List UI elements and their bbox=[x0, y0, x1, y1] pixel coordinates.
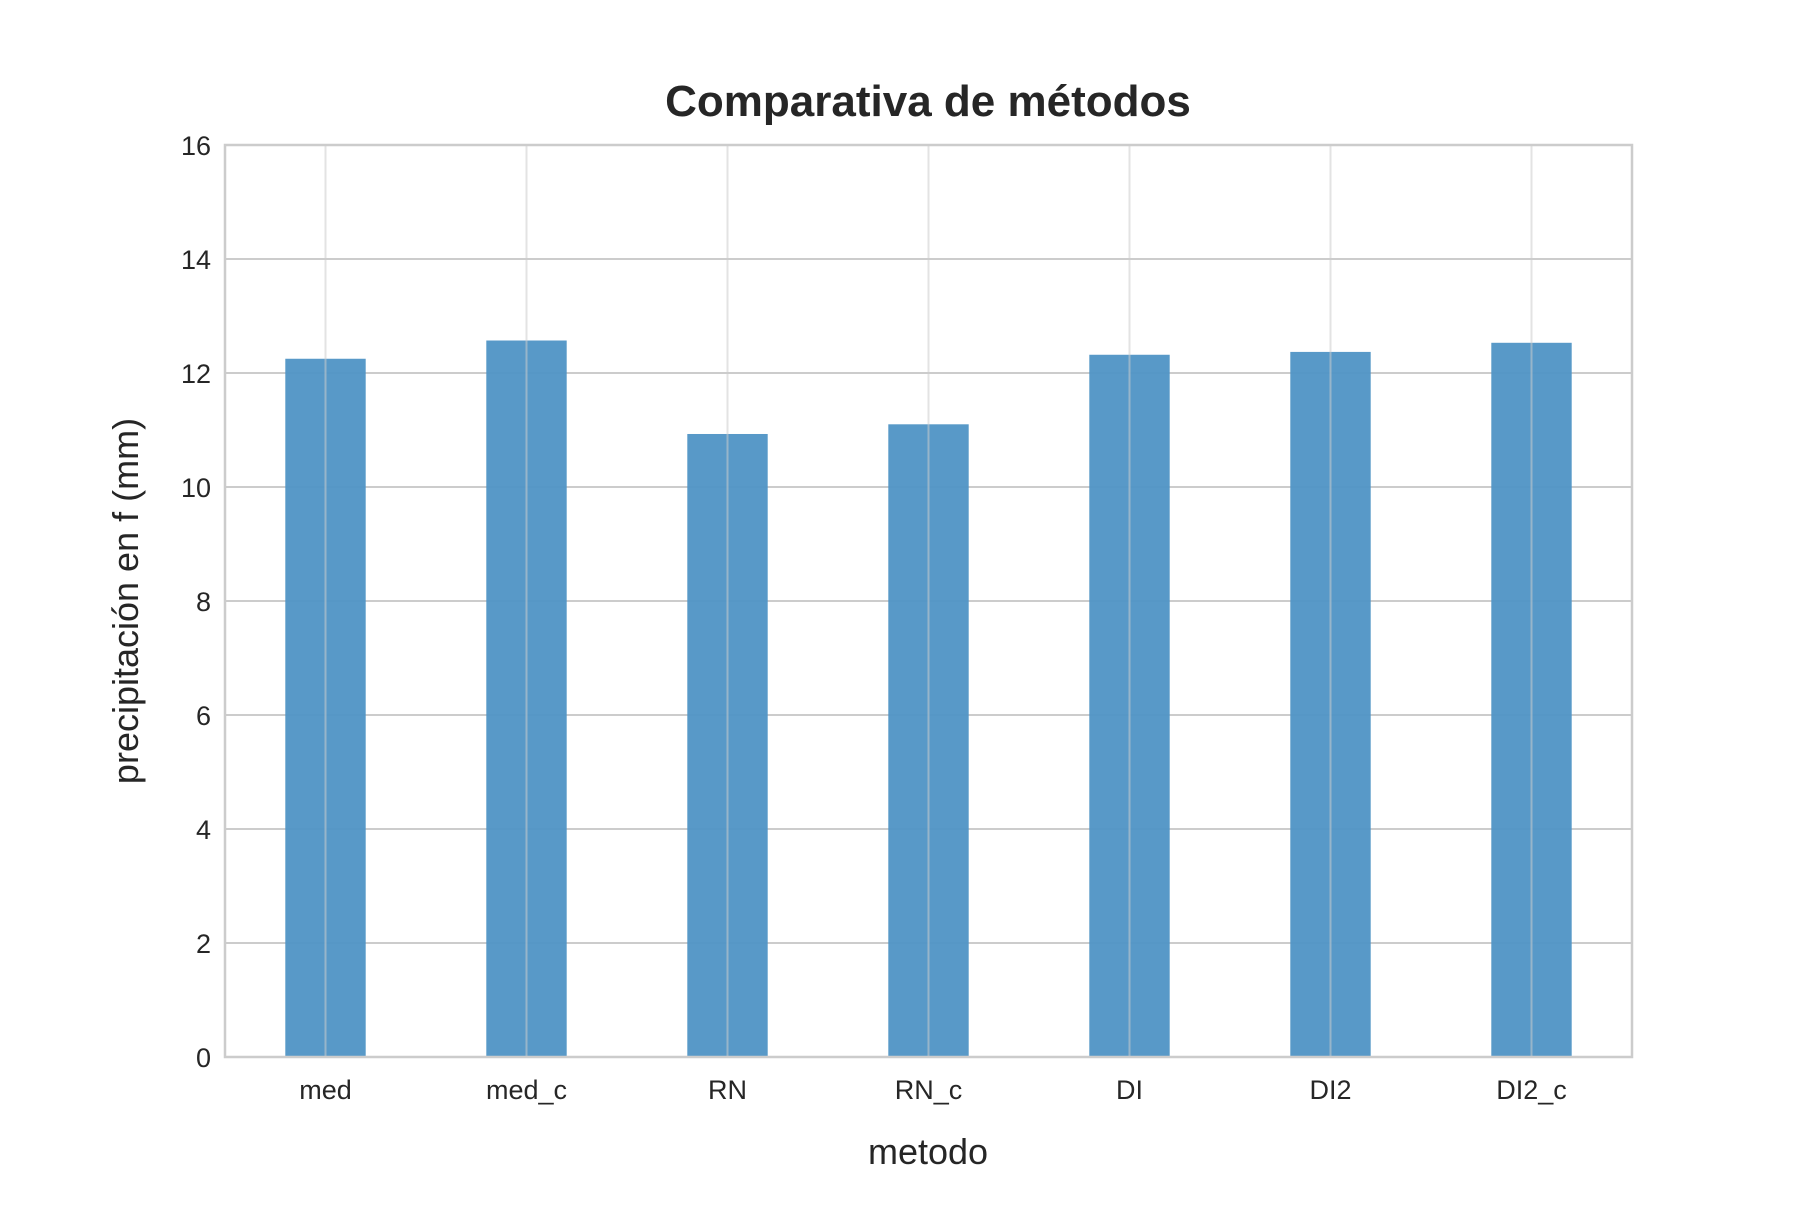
x-tick-label: DI2 bbox=[1309, 1075, 1351, 1105]
y-tick-label: 4 bbox=[196, 815, 211, 845]
x-axis-label: metodo bbox=[868, 1131, 988, 1172]
y-axis-label: precipitación en f (mm) bbox=[105, 418, 146, 784]
vertical-grid-layer bbox=[324, 145, 1533, 1057]
x-tick-label: med_c bbox=[486, 1075, 567, 1105]
x-tick-label: DI2_c bbox=[1496, 1075, 1567, 1105]
x-tick-label: RN_c bbox=[895, 1075, 963, 1105]
plot-frame bbox=[223, 143, 1634, 1059]
y-tick-label: 2 bbox=[196, 929, 211, 959]
y-tick-label: 10 bbox=[181, 473, 211, 503]
x-tick-label: med bbox=[299, 1075, 352, 1105]
x-tick-label: RN bbox=[708, 1075, 747, 1105]
x-tick-labels: med med_c RN RN_c DI DI2 DI2_c bbox=[299, 1075, 1567, 1105]
y-tick-label: 0 bbox=[196, 1043, 211, 1073]
y-tick-label: 16 bbox=[181, 131, 211, 161]
y-tick-label: 14 bbox=[181, 245, 211, 275]
x-tick-label: DI bbox=[1116, 1075, 1143, 1105]
y-tick-label: 8 bbox=[196, 587, 211, 617]
y-tick-label: 6 bbox=[196, 701, 211, 731]
y-tick-label: 12 bbox=[181, 359, 211, 389]
y-tick-labels: 0 2 4 6 8 10 12 14 16 bbox=[181, 131, 211, 1073]
chart-title: Comparativa de métodos bbox=[665, 77, 1191, 126]
